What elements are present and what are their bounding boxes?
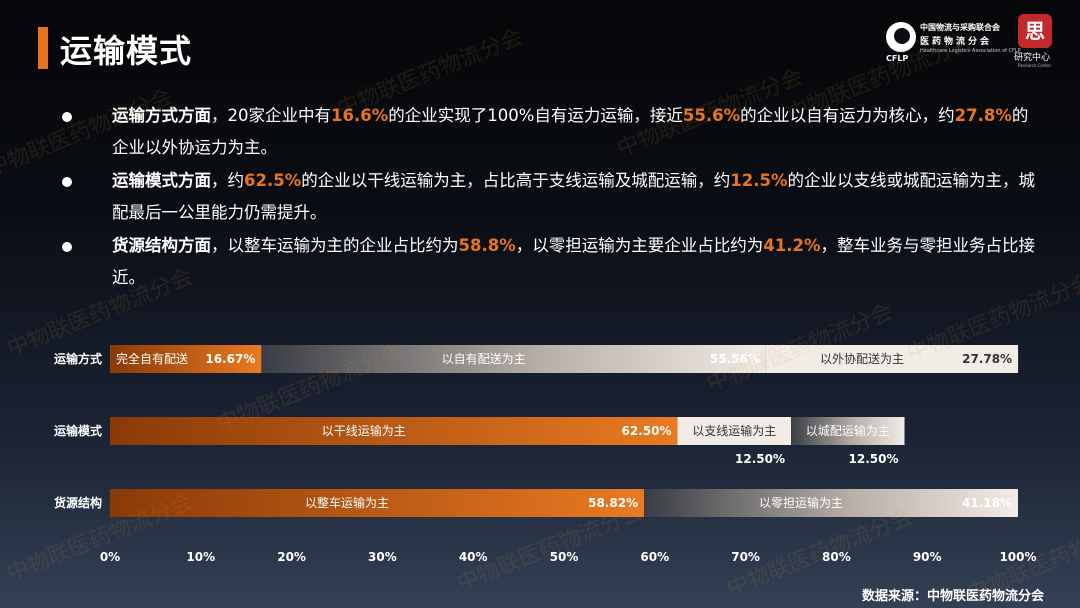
x-tick-label: 90% (913, 550, 942, 564)
segment-name: 以支线运输为主 (692, 423, 776, 438)
segment-name: 以外协配送为主 (820, 351, 904, 366)
bullet-text: ，约 (211, 171, 244, 190)
bullet-text: 的企业实现了100%自有运力运输，接近 (388, 106, 683, 125)
title-accent-bar (38, 27, 48, 69)
segment-name: 以自有配送为主 (442, 351, 526, 366)
bar-segment (644, 489, 1018, 517)
research-sub: Research Center (1018, 63, 1052, 68)
bullet-text: ，整车业务与零担业务占比接近。 (112, 236, 1035, 287)
x-tick-label: 30% (368, 550, 397, 564)
cflp-logo: CFLP 中国物流与采购联合会 医药物流分会 Healthcare Logist… (886, 20, 1036, 64)
x-tick-label: 80% (822, 550, 851, 564)
bullet-highlight: 58.8% (458, 236, 516, 255)
x-tick-label: 20% (277, 550, 306, 564)
bar-segment (765, 345, 1019, 373)
bullet-highlight: 41.2% (763, 236, 821, 255)
bullet-heading: 货源结构方面 (112, 236, 211, 255)
bar-segment (110, 489, 645, 517)
bullet-item: 运输方式方面，20家企业中有16.6%的企业实现了100%自有运力运输，接近55… (62, 100, 1042, 164)
bar-segment (677, 417, 791, 445)
x-tick-label: 50% (550, 550, 579, 564)
page-title: 运输模式 (60, 32, 193, 70)
x-tick-label: 60% (640, 550, 669, 564)
cflp-english: Healthcare Logistics Association of CFLP (920, 48, 1021, 54)
segment-name: 以城配运输为主 (806, 423, 890, 438)
segment-name: 完全自有配送 (116, 351, 188, 366)
bullet-list: 运输方式方面，20家企业中有16.6%的企业实现了100%自有运力运输，接近55… (62, 100, 1042, 295)
bar-segment (110, 417, 678, 445)
data-label: 62.50% (622, 424, 672, 438)
x-tick-label: 10% (186, 550, 215, 564)
category-label: 运输方式 (54, 351, 102, 366)
x-tick-label: 40% (459, 550, 488, 564)
data-source: 数据来源：中物联医药物流分会 (861, 589, 1044, 604)
data-label: 41.18% (962, 496, 1012, 510)
bullet-highlight: 27.8% (954, 106, 1012, 125)
cflp-name: 中国物流与采购联合会 (920, 23, 1000, 32)
bullet-highlight: 62.5% (244, 171, 302, 190)
bar-segment (261, 345, 766, 373)
segment-name: 以零担运输为主 (759, 495, 843, 510)
bullet-heading: 运输方式方面 (112, 106, 211, 125)
bullet-highlight: 16.6% (331, 106, 389, 125)
bullet-highlight: 55.6% (682, 106, 741, 125)
bullet-item: 货源结构方面，以整车运输为主的企业占比约为58.8%，以零担运输为主要企业占比约… (62, 230, 1042, 294)
research-label: 研究中心 (1014, 53, 1051, 63)
stacked-bar-chart: 运输方式 完全自有配送 16.67% 以自有配送为主 55.56% 以外协配送为主 27.7… (54, 345, 1037, 564)
bullet-dot-icon (62, 112, 72, 122)
category-label: 货源结构 (54, 495, 102, 510)
bullet-text: 的企业以外协运力为主。 (112, 106, 1029, 157)
data-label: 27.78% (962, 352, 1012, 366)
segment-name: 以整车运输为主 (305, 495, 389, 510)
cflp-emblem-icon (886, 22, 916, 52)
data-label: 12.50% (849, 452, 899, 466)
bullet-text: 的企业以支线或城配运输为主，城配最后一公里能力仍需提升。 (112, 171, 1035, 222)
bullet-text: ，20家企业中有 (211, 106, 331, 125)
bar-segment (791, 417, 905, 445)
cflp-branch: 医药物流分会 (920, 37, 993, 47)
bullet-text: ，以整车运输为主的企业占比约为 (211, 236, 459, 255)
cflp-abbr: CFLP (886, 54, 909, 63)
category-label: 运输模式 (54, 423, 102, 438)
data-label: 12.50% (735, 452, 785, 466)
x-tick-label: 70% (731, 550, 760, 564)
bullet-text: ，以零担运输为主要企业占比约为 (515, 236, 764, 255)
data-label: 55.56% (710, 352, 760, 366)
data-label: 16.67% (205, 352, 255, 366)
segment-name: 以干线运输为主 (322, 423, 406, 438)
research-seal-icon: 思 (1018, 14, 1052, 48)
bullet-item: 运输模式方面，约62.5%的企业以干线运输为主，占比高于支线运输及城配运输，约1… (62, 165, 1042, 229)
x-tick-label: 100% (999, 550, 1036, 564)
bar-segment (110, 345, 262, 373)
bullet-text: 的企业以干线运输为主，占比高于支线运输及城配运输，约 (301, 171, 731, 190)
bullet-heading: 运输模式方面 (112, 171, 211, 190)
bullet-text: 的企业以自有运力为核心，约 (740, 106, 955, 125)
bullet-dot-icon (62, 177, 72, 187)
data-label: 58.82% (588, 496, 638, 510)
bullet-dot-icon (62, 242, 72, 252)
x-tick-label: 0% (100, 550, 120, 564)
bullet-highlight: 12.5% (730, 171, 788, 190)
